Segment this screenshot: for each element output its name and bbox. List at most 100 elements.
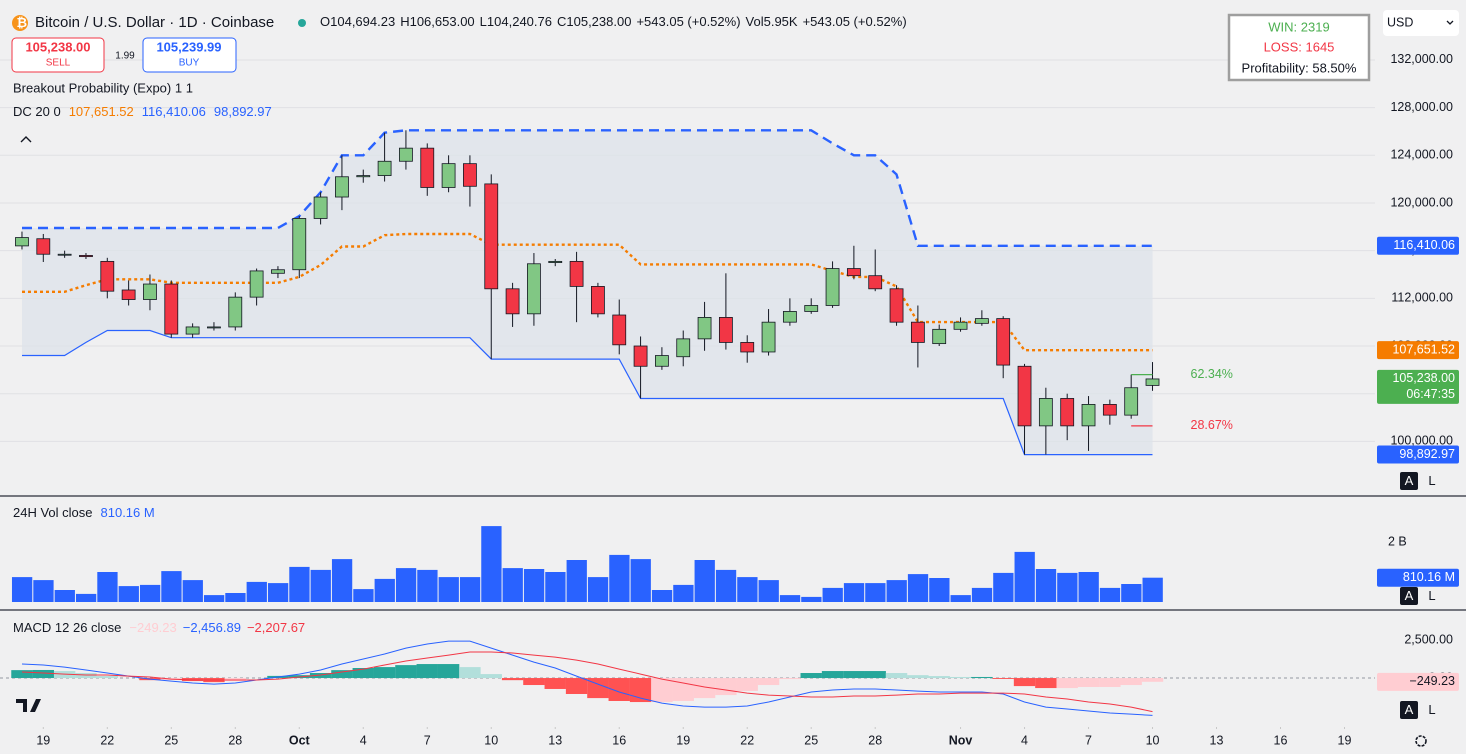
scale-buttons: A L A L A L — [1400, 472, 1436, 719]
candle-body — [548, 260, 563, 263]
candle-body — [740, 342, 755, 353]
volume-bar — [971, 587, 993, 602]
volume-bar — [801, 596, 822, 602]
chevron[interactable] — [1446, 20, 1454, 25]
price-badge-label: 98,892.97 — [1399, 447, 1455, 461]
macd-histogram-bar — [1056, 678, 1078, 689]
auto-scale-label[interactable]: A — [1405, 702, 1414, 717]
macd-histogram-bar — [544, 678, 566, 689]
candle-body — [953, 321, 968, 330]
stats-box — [1227, 13, 1371, 82]
x-tick-label: 28 — [228, 733, 242, 747]
candle-body — [697, 317, 712, 340]
macd-histogram-bar — [821, 671, 844, 679]
x-tick-label: 25 — [804, 733, 818, 747]
ohlc-value: 105,238.00 — [566, 14, 631, 29]
collapse-arrow[interactable] — [20, 136, 32, 143]
macd-title: MACD 12 26 close — [13, 620, 121, 635]
currency-label[interactable]: USD — [1387, 15, 1413, 29]
y-tick-label: 100,000.00 — [1390, 434, 1453, 448]
x-tick-label: 13 — [548, 733, 562, 747]
x-tick-label: 19 — [676, 733, 690, 747]
volume-bar — [758, 580, 779, 602]
macd-line — [21, 651, 1153, 713]
auto-scale-label[interactable]: A — [1405, 473, 1414, 488]
volume-bar — [289, 566, 310, 602]
ohlc-value: 104,240.76 — [487, 14, 552, 29]
sell-price[interactable]: 105,238.00 — [25, 39, 90, 54]
volume-bar — [651, 590, 673, 602]
macd-value: −2,456.89 — [183, 620, 241, 635]
macd-histogram-bar — [75, 673, 97, 679]
macd-histogram-bar — [309, 673, 332, 679]
y-tick-label: 128,000.00 — [1390, 100, 1453, 114]
price-badge — [1377, 445, 1459, 464]
macd-histogram-bar — [949, 676, 972, 679]
volume-bar — [225, 593, 246, 602]
x-tick-label: 19 — [1338, 733, 1352, 747]
macd-histogram-bar — [32, 669, 55, 679]
auto-scale-button[interactable] — [1400, 701, 1418, 719]
settings-icon[interactable] — [1415, 735, 1427, 747]
dc-name: DC 20 0 — [13, 104, 61, 119]
buy-button[interactable] — [142, 37, 237, 73]
log-scale-label[interactable]: L — [1428, 588, 1435, 603]
candle-body — [505, 288, 520, 315]
volume-bar — [75, 593, 97, 602]
volume-bar — [1142, 577, 1163, 602]
volume-change: +543.05 (+0.52%) — [803, 14, 907, 29]
macd-legend: MACD 12 26 close −249.23 −2,456.89 −2,207.6… — [13, 620, 305, 635]
x-tick-label: 10 — [1146, 733, 1160, 747]
logo[interactable] — [16, 699, 41, 712]
candle-body — [782, 311, 797, 323]
macd-histogram-bar — [1141, 678, 1164, 682]
volume-bar — [1099, 587, 1121, 602]
volume-bar — [118, 586, 139, 602]
log-scale-label[interactable]: L — [1428, 473, 1435, 488]
volume-bar — [545, 572, 566, 602]
buy-price[interactable]: 105,239.99 — [156, 39, 221, 54]
auto-scale-label[interactable]: A — [1405, 588, 1414, 603]
volume-value: 810.16 M — [101, 505, 155, 520]
candle-body — [313, 196, 328, 219]
x-tick-label: 22 — [100, 733, 114, 747]
volume-title: 24H Vol close — [13, 505, 93, 520]
x-tick-label: 4 — [1021, 733, 1028, 747]
candle-body — [377, 160, 392, 176]
x-tick-label: 13 — [1210, 733, 1224, 747]
market-status — [298, 19, 306, 27]
macd-histogram-bar — [779, 678, 801, 680]
volume-bar — [1035, 569, 1057, 602]
sell-button[interactable] — [11, 37, 105, 73]
macd-histogram-bar — [1120, 678, 1142, 686]
ohlc-key: L — [480, 14, 487, 29]
macd-histogram-bar — [1013, 678, 1036, 687]
buy-label[interactable]: BUY — [179, 58, 200, 69]
spread: 1.99 — [115, 51, 135, 62]
price-badge — [1377, 672, 1459, 691]
macd-histogram-bar — [693, 678, 716, 699]
dc-upper-value: 116,410.06 — [142, 104, 206, 119]
log-scale-label[interactable]: L — [1428, 702, 1435, 717]
candle-body — [1102, 404, 1117, 416]
stats-profitability: Profitability: 58.50% — [1242, 60, 1357, 75]
volume-bar — [907, 574, 929, 602]
auto-scale-button[interactable] — [1400, 587, 1418, 605]
volume-bar — [929, 578, 950, 602]
sell-label[interactable]: SELL — [46, 58, 71, 69]
macd-line — [21, 640, 1153, 716]
volume-bar — [843, 583, 865, 602]
price-badge-label: 107,651.52 — [1392, 342, 1455, 356]
volume-bar — [353, 589, 374, 602]
candle-body — [335, 176, 349, 198]
candle-body — [527, 263, 541, 315]
currency-select[interactable] — [1383, 10, 1459, 36]
volume-bar — [33, 580, 54, 602]
macd-histogram-bar — [480, 674, 502, 679]
channel-fill — [21, 130, 1153, 455]
volume-bar — [886, 580, 907, 602]
y-tick-label: 132,000.00 — [1390, 52, 1453, 66]
auto-scale-button[interactable] — [1400, 472, 1418, 490]
macd-histogram-bar — [416, 664, 438, 679]
symbol-title: Bitcoin / U.S. Dollar · 1D · Coinbase — [35, 14, 274, 31]
